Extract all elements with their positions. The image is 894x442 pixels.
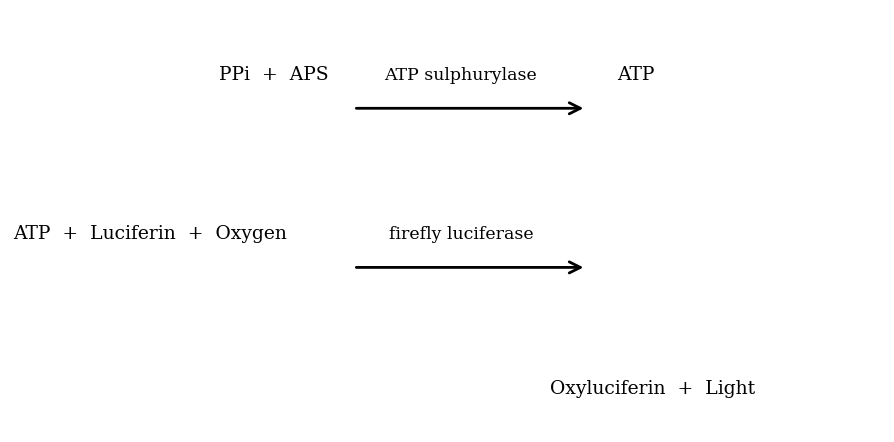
- Text: firefly luciferase: firefly luciferase: [388, 226, 533, 243]
- Text: ATP: ATP: [617, 66, 654, 84]
- Text: ATP  +  Luciferin  +  Oxygen: ATP + Luciferin + Oxygen: [13, 225, 287, 243]
- Text: ATP sulphurylase: ATP sulphurylase: [384, 67, 536, 84]
- Text: PPi  +  APS: PPi + APS: [219, 66, 328, 84]
- Text: Oxyluciferin  +  Light: Oxyluciferin + Light: [550, 380, 755, 398]
